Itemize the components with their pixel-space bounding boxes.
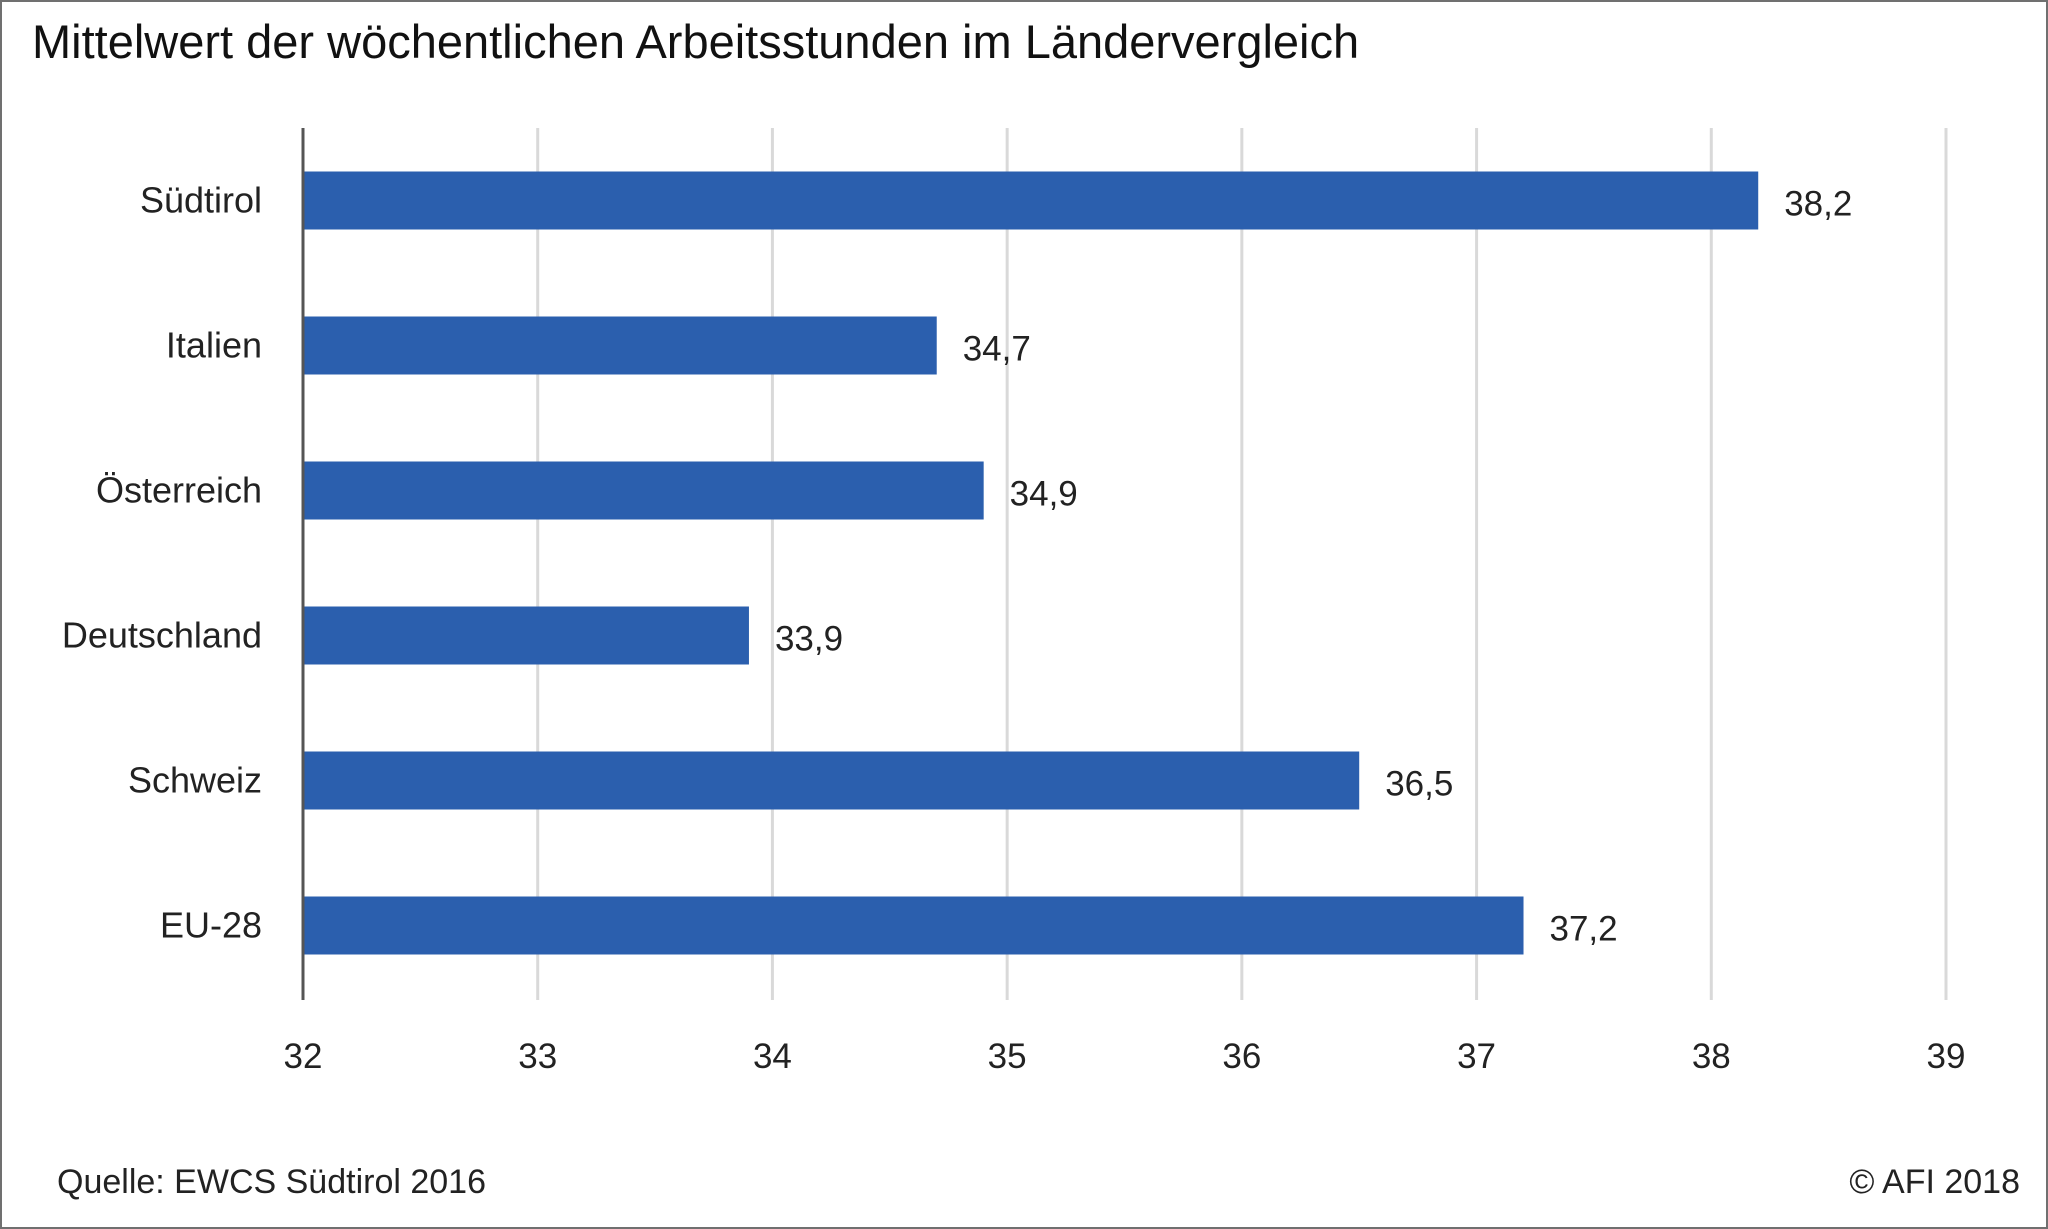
bar-2 — [303, 461, 984, 520]
bar-0 — [303, 171, 1759, 230]
x-tick-label-34: 34 — [753, 1037, 792, 1076]
value-label-0: 38,2 — [1784, 185, 1852, 224]
bar-3 — [303, 606, 749, 665]
grid-layer — [536, 128, 1948, 1000]
chart-title: Mittelwert der wöchentlichen Arbeitsstun… — [32, 15, 1360, 68]
value-label-3: 33,9 — [775, 620, 843, 659]
bar-5 — [303, 896, 1524, 955]
source-note: Quelle: EWCS Südtirol 2016 — [57, 1163, 486, 1201]
x-tick-label-38: 38 — [1692, 1037, 1731, 1076]
x-tick-label-33: 33 — [518, 1037, 557, 1076]
bar-4 — [303, 751, 1360, 810]
value-label-4: 36,5 — [1385, 765, 1453, 804]
axis-layer: 32 33 34 35 36 37 38 39 — [284, 128, 1966, 1076]
label-layer: Südtirol 38,2 Italien 34,7 Österreich 34,9 Deu… — [62, 180, 1852, 949]
category-label-2: Österreich — [96, 470, 262, 511]
x-tick-label-35: 35 — [988, 1037, 1027, 1076]
value-label-5: 37,2 — [1550, 910, 1618, 949]
copyright-note: © AFI 2018 — [1849, 1163, 2020, 1201]
category-label-4: Schweiz — [128, 760, 262, 801]
value-label-2: 34,9 — [1010, 475, 1078, 514]
bar-layer — [303, 171, 1759, 955]
category-label-3: Deutschland — [62, 615, 262, 656]
category-label-1: Italien — [166, 325, 262, 366]
value-label-1: 34,7 — [963, 330, 1031, 369]
category-label-5: EU-28 — [160, 905, 262, 946]
category-label-0: Südtirol — [140, 180, 262, 221]
x-tick-label-32: 32 — [284, 1037, 323, 1076]
x-tick-label-37: 37 — [1457, 1037, 1496, 1076]
x-tick-label-39: 39 — [1927, 1037, 1966, 1076]
bar-1 — [303, 316, 937, 375]
x-tick-label-36: 36 — [1222, 1037, 1261, 1076]
